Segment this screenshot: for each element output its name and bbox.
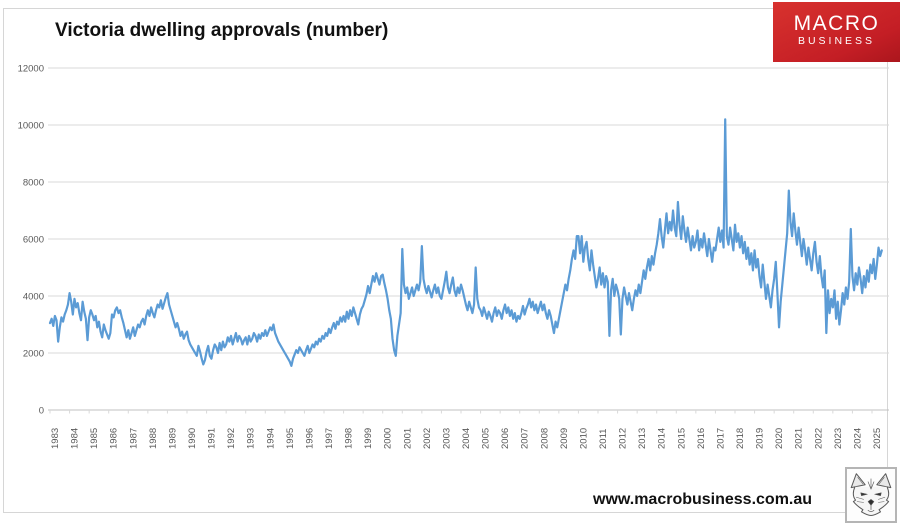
x-axis-tick-label: 2024 — [852, 428, 863, 449]
x-axis-tick-label: 2006 — [500, 428, 511, 449]
x-axis-tick-label: 2003 — [441, 428, 452, 449]
x-axis-tick-label: 2013 — [637, 428, 648, 449]
x-axis-tick-label: 1991 — [207, 428, 218, 449]
x-axis-tick-label: 1983 — [50, 428, 61, 449]
x-axis-tick-label: 1985 — [89, 428, 100, 449]
x-axis-tick-label: 1996 — [304, 428, 315, 449]
logo-line1: MACRO — [793, 12, 880, 35]
y-axis-tick-label: 6000 — [23, 235, 44, 246]
x-axis-tick-label: 1989 — [167, 428, 178, 449]
x-axis-tick-label: 1992 — [226, 428, 237, 449]
y-axis-tick-label: 4000 — [23, 292, 44, 303]
website-url: www.macrobusiness.com.au — [593, 491, 813, 508]
x-axis-tick-label: 2007 — [520, 428, 531, 449]
x-axis-tick-label: 1997 — [324, 428, 335, 449]
wolf-logo-box — [845, 467, 897, 523]
x-axis-tick-label: 2025 — [872, 428, 883, 449]
x-axis-tick-label: 2009 — [559, 428, 570, 449]
x-axis-tick-label: 2005 — [481, 428, 492, 449]
y-axis-tick-label: 12000 — [18, 64, 44, 75]
logo-line2: BUSINESS — [797, 35, 876, 47]
approvals-line-series — [48, 118, 883, 367]
x-axis-tick-label: 2002 — [422, 428, 433, 449]
chart-title: Victoria dwelling approvals (number) — [55, 20, 389, 41]
y-axis-tick-label: 2000 — [23, 349, 44, 360]
macrobusiness-logo: MACRO BUSINESS — [773, 2, 900, 62]
y-axis-tick-label: 0 — [39, 406, 44, 417]
y-axis-tick-label: 10000 — [18, 121, 44, 132]
x-axis-tick-label: 2014 — [657, 428, 668, 449]
x-axis-tick-label: 2020 — [774, 428, 785, 449]
x-axis-tick-label: 2022 — [813, 428, 824, 449]
x-axis-tick-label: 1994 — [265, 428, 276, 449]
x-axis-tick-label: 2016 — [696, 428, 707, 449]
x-axis-tick-label: 2001 — [402, 428, 413, 449]
x-axis-tick-label: 2012 — [618, 428, 629, 449]
x-axis-tick-label: 2000 — [383, 428, 394, 449]
x-axis-tick-label: 2021 — [794, 428, 805, 449]
y-axis-tick-label: 8000 — [23, 178, 44, 189]
x-axis-tick-label: 2019 — [755, 428, 766, 449]
x-axis-tick-label: 1998 — [344, 428, 355, 449]
x-axis-tick-label: 2023 — [833, 428, 844, 449]
x-axis-tick-label: 1995 — [285, 428, 296, 449]
x-axis-tick-label: 2008 — [539, 428, 550, 449]
x-axis-tick-label: 1990 — [187, 428, 198, 449]
x-axis-tick-label: 2010 — [578, 428, 589, 449]
x-axis-tick-label: 1993 — [246, 428, 257, 449]
x-axis-tick-label: 1987 — [128, 428, 139, 449]
x-axis-tick-label: 1988 — [148, 428, 159, 449]
x-axis-tick-label: 2018 — [735, 428, 746, 449]
x-axis-tick-label: 2004 — [461, 428, 472, 449]
x-axis-tick-label: 1984 — [70, 428, 81, 449]
x-axis-tick-label: 1986 — [109, 428, 120, 449]
wolf-head-icon — [850, 473, 892, 517]
x-axis-tick-label: 2011 — [598, 429, 609, 449]
x-axis-tick-label: 2015 — [676, 428, 687, 449]
x-axis-tick-label: 1999 — [363, 428, 374, 449]
x-axis-tick-label: 2017 — [715, 428, 726, 449]
